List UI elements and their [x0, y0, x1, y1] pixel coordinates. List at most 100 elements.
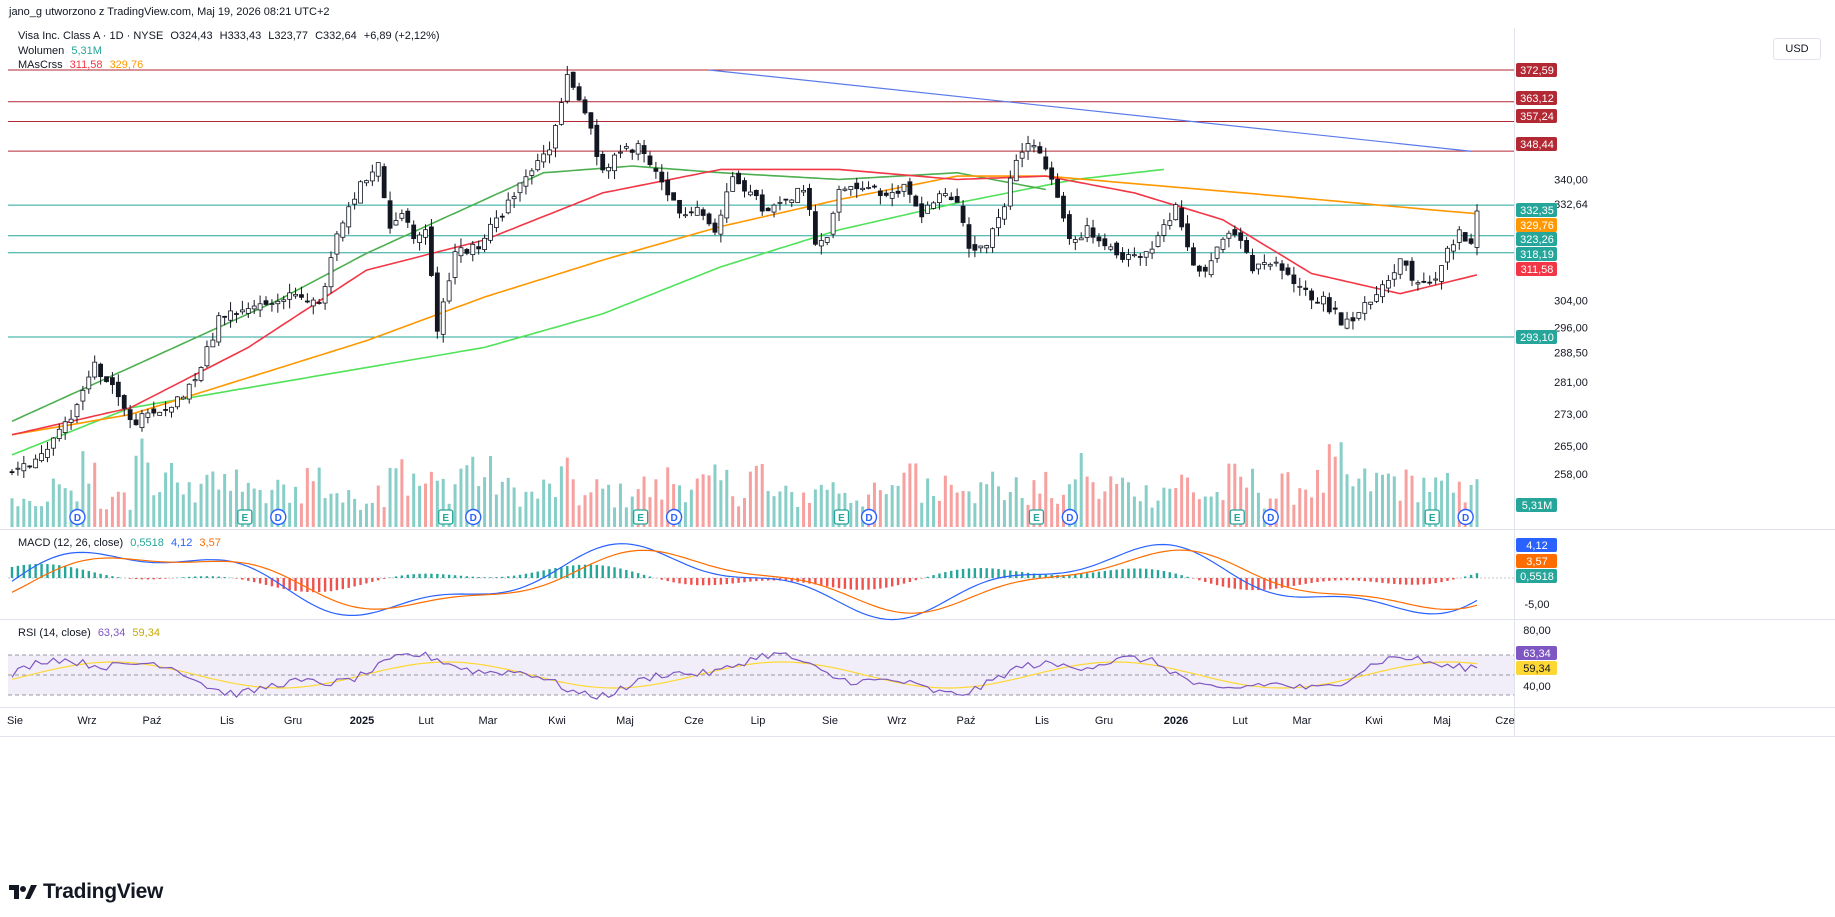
candle-body [1049, 167, 1055, 180]
macd-histogram-bar [737, 578, 740, 583]
ma-slow-value: 329,76 [109, 59, 144, 71]
candle-body [647, 155, 653, 166]
volume-bar [985, 484, 989, 527]
tradingview-logo[interactable]: TradingView [9, 877, 163, 907]
candle-body [807, 187, 812, 210]
time-axis-label: Lut [418, 715, 433, 727]
price-badge-label: 332,35 [1520, 205, 1554, 217]
macd-histogram-bar [489, 577, 492, 578]
candle-body [1279, 263, 1285, 271]
candle-body [866, 187, 871, 189]
macd-histogram-bar [40, 563, 43, 578]
volume-bar [772, 496, 776, 527]
candle-body [901, 183, 907, 192]
candle-body [1114, 242, 1120, 256]
candle-body [210, 339, 216, 348]
macd-histogram-bar [678, 578, 681, 584]
macd-histogram-bar [790, 578, 793, 582]
volume-bar [908, 463, 912, 527]
candle-body [1173, 204, 1179, 221]
volume-bar [116, 491, 120, 527]
volume-bar [471, 456, 475, 527]
volume-bar [305, 467, 309, 527]
volume-bar [264, 503, 268, 527]
macd-histogram-bar [288, 578, 291, 590]
time-axis-label: Wrz [887, 715, 906, 727]
candle-body [1167, 220, 1173, 226]
macd-histogram-bar [1038, 574, 1042, 578]
volume-bar [973, 503, 977, 527]
volume-bar [1044, 471, 1048, 527]
macd-histogram-bar [1257, 578, 1260, 591]
volume-bar [1351, 486, 1355, 527]
volume-bar [707, 475, 711, 527]
price-badge [1516, 232, 1557, 246]
price-badge-label: 372,59 [1520, 65, 1554, 77]
dividend-marker-label: D [1462, 513, 1469, 524]
macd-histogram-bar [69, 567, 73, 578]
candle-body [1462, 232, 1468, 242]
volume-bar [595, 479, 599, 527]
volume-bar [429, 471, 433, 527]
candle-body [411, 224, 417, 240]
rsi-line [11, 651, 1478, 700]
macd-signal-value: 3,57 [199, 537, 221, 549]
volume-bar [896, 485, 900, 527]
candle-body [789, 199, 795, 204]
volume-bar [654, 479, 658, 527]
symbol-legend[interactable]: Visa Inc. Class A · 1D · NYSE O324,43 H3… [18, 30, 440, 42]
candle-body [1368, 301, 1374, 305]
dividend-marker [465, 508, 482, 526]
volume-bar [1256, 492, 1260, 527]
price-tick-label: 332,64 [1554, 199, 1588, 211]
candle-body [228, 310, 233, 321]
macd-histogram-bar [1404, 578, 1408, 585]
candle-body [405, 210, 411, 223]
candle-body [269, 303, 275, 305]
volume-bar [205, 474, 209, 527]
macd-histogram-bar [241, 578, 244, 580]
volume-bar [323, 498, 327, 527]
volume-bar [299, 503, 303, 527]
volume-bar [618, 483, 622, 527]
volume-bar [252, 488, 256, 527]
dividend-marker-label: D [670, 513, 677, 524]
volume-bar [1333, 456, 1337, 527]
ma-legend[interactable]: MAsCrss 311,58 329,76 [18, 59, 143, 71]
macd-histogram-bar [58, 565, 61, 578]
macd-histogram-bar [424, 573, 427, 578]
macd-badge [1516, 554, 1557, 568]
macd-histogram-bar [117, 577, 120, 578]
candle-body [127, 409, 133, 421]
macd-histogram-bar [814, 578, 817, 585]
volume-bar [872, 482, 876, 527]
macd-histogram-bar [235, 578, 238, 579]
macd-histogram-bar [1298, 578, 1301, 585]
volume-bar [754, 465, 758, 527]
candle-body [1043, 156, 1049, 170]
macd-histogram-bar [128, 578, 132, 579]
candle-body [1356, 312, 1362, 319]
candle-body [263, 300, 269, 305]
macd-histogram-bar [713, 578, 717, 585]
macd-badge-label: 4,12 [1526, 540, 1547, 552]
currency-button[interactable]: USD [1773, 38, 1821, 60]
volume-legend[interactable]: Wolumen 5,31M [18, 45, 102, 57]
macd-histogram-bar [979, 568, 982, 578]
candle-body [204, 346, 210, 367]
candle-body [742, 180, 747, 192]
candle-body [216, 315, 222, 343]
volume-bar [955, 492, 959, 527]
candle-body [777, 201, 783, 204]
rsi-legend[interactable]: RSI (14, close) 63,34 59,34 [18, 627, 160, 639]
volume-bar [28, 500, 32, 527]
macd-histogram-bar [595, 564, 599, 578]
candle-body [1096, 236, 1102, 242]
volume-bar [128, 509, 132, 527]
candle-body [854, 182, 860, 190]
macd-legend[interactable]: MACD (12, 26, close) 0,5518 4,12 3,57 [18, 537, 221, 549]
candle-body [966, 224, 972, 249]
macd-histogram-bar [270, 578, 274, 587]
candle-body [1102, 238, 1108, 247]
